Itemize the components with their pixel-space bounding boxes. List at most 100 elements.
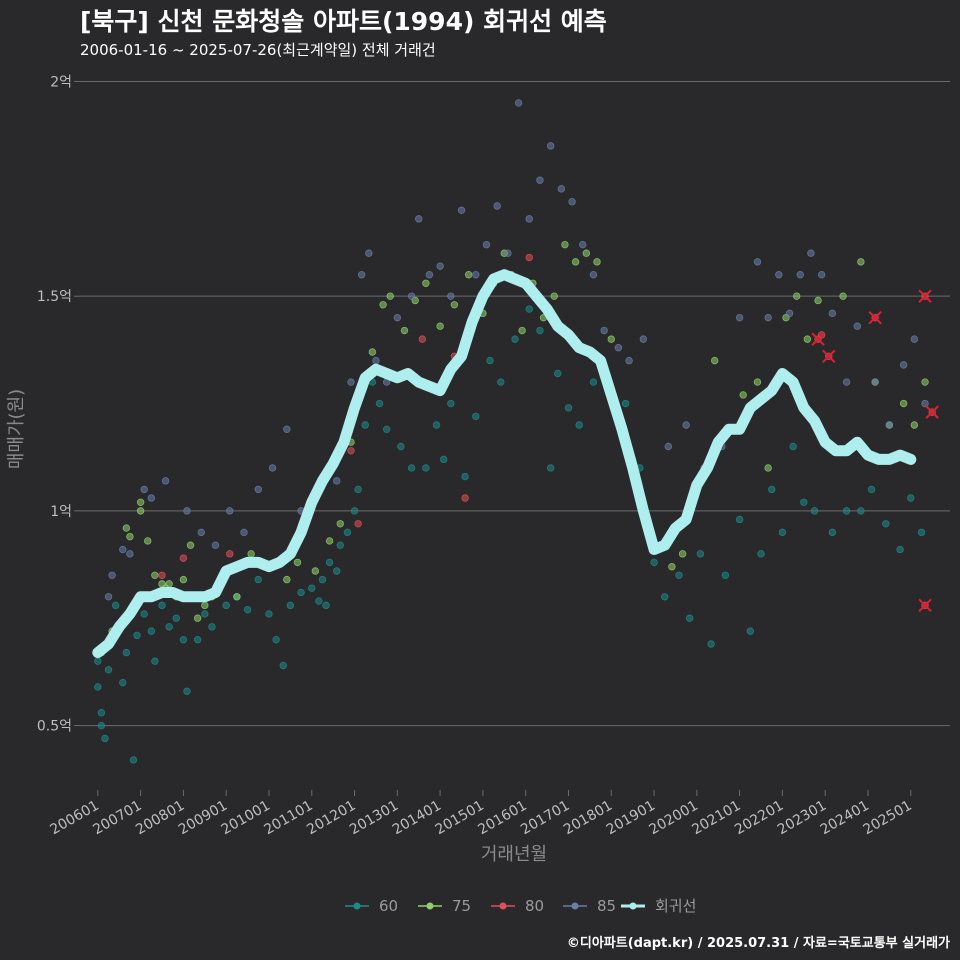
data-point-60 xyxy=(315,597,323,605)
data-point-60 xyxy=(800,498,808,506)
data-point-60 xyxy=(675,571,683,579)
outlier-marker xyxy=(822,349,836,364)
data-point-85 xyxy=(899,361,908,369)
data-point-60 xyxy=(696,550,705,558)
legend-swatch-dot xyxy=(629,902,637,910)
data-point-85 xyxy=(425,271,434,279)
data-point-75 xyxy=(518,326,526,335)
data-point-75 xyxy=(201,601,209,610)
data-point-75 xyxy=(247,550,255,558)
data-point-75 xyxy=(336,520,344,528)
data-point-60 xyxy=(407,464,416,472)
data-point-75 xyxy=(193,614,202,622)
outlier-marker xyxy=(925,405,939,419)
data-point-85 xyxy=(807,249,815,257)
data-point-60 xyxy=(375,399,384,408)
data-point-60 xyxy=(650,558,658,567)
outlier-x-stroke xyxy=(918,598,932,613)
data-point-85 xyxy=(504,249,512,257)
data-point-60 xyxy=(896,545,904,554)
data-point-60 xyxy=(119,678,127,687)
data-point-60 xyxy=(842,507,851,515)
y-tick-label: 1.5억 xyxy=(37,289,72,305)
data-point-85 xyxy=(682,421,690,429)
data-point-60 xyxy=(828,528,837,537)
data-point-75 xyxy=(126,532,134,541)
legend-item-85: 85 xyxy=(563,897,616,915)
data-point-85 xyxy=(357,271,366,279)
outlier-x-stroke xyxy=(811,332,825,346)
data-point-80 xyxy=(179,554,188,562)
data-point-85 xyxy=(753,258,762,266)
data-point-75 xyxy=(678,550,687,558)
data-point-60 xyxy=(361,421,369,429)
y-tick-label: 1억 xyxy=(50,504,72,520)
data-point-60 xyxy=(350,507,359,515)
data-point-60 xyxy=(439,455,448,464)
grid-lines xyxy=(74,80,950,796)
data-point-75 xyxy=(921,378,929,386)
data-point-75 xyxy=(136,507,145,515)
data-point-60 xyxy=(757,550,765,558)
legend-swatch-dot xyxy=(499,902,507,910)
data-point-85 xyxy=(183,507,191,515)
legend-item-80: 80 xyxy=(491,897,544,915)
data-point-60 xyxy=(867,485,876,494)
data-point-60 xyxy=(318,575,327,584)
data-point-85 xyxy=(579,240,587,249)
data-point-75 xyxy=(593,258,601,266)
data-point-75 xyxy=(422,279,430,287)
data-point-60 xyxy=(183,687,191,695)
data-point-60 xyxy=(179,636,188,644)
data-point-60 xyxy=(575,421,583,429)
y-tick-label: 0.5억 xyxy=(37,719,72,735)
legend-swatch-dot xyxy=(426,902,434,910)
data-point-85 xyxy=(254,485,262,494)
data-point-60 xyxy=(621,399,630,408)
data-point-85 xyxy=(764,313,772,322)
data-point-60 xyxy=(158,601,166,610)
data-point-60 xyxy=(525,305,533,313)
data-point-85 xyxy=(415,215,423,223)
data-point-85 xyxy=(447,292,455,300)
data-point-60 xyxy=(172,614,180,622)
data-point-60 xyxy=(111,601,120,610)
data-point-85 xyxy=(625,356,633,365)
data-point-85 xyxy=(407,292,416,300)
legend-swatch-dot xyxy=(353,902,361,910)
data-point-80 xyxy=(525,253,533,262)
data-point-60 xyxy=(564,404,573,412)
data-point-60 xyxy=(193,636,202,644)
data-point-60 xyxy=(536,326,544,335)
data-point-60 xyxy=(768,485,776,494)
y-axis-title: 매매가(원) xyxy=(6,389,27,469)
data-point-60 xyxy=(546,464,555,472)
data-point-75 xyxy=(436,322,444,330)
data-point-75 xyxy=(814,296,822,305)
data-point-85 xyxy=(525,215,533,223)
data-point-75 xyxy=(910,421,919,429)
data-point-60 xyxy=(94,683,102,691)
data-point-60 xyxy=(122,648,131,657)
data-point-60 xyxy=(94,657,102,665)
legend-label: 75 xyxy=(452,897,471,915)
data-point-60 xyxy=(735,515,744,524)
data-point-75 xyxy=(899,399,908,408)
regression-line-path xyxy=(92,269,917,659)
data-point-75 xyxy=(607,335,615,343)
data-point-85 xyxy=(842,378,851,386)
data-point-85 xyxy=(536,176,544,184)
data-point-85 xyxy=(910,335,919,343)
data-point-60 xyxy=(707,640,715,648)
data-point-60 xyxy=(286,601,295,610)
data-point-85 xyxy=(557,185,566,193)
data-point-60 xyxy=(333,567,341,575)
data-point-85 xyxy=(568,198,576,206)
data-point-85 xyxy=(240,528,248,537)
data-point-85 xyxy=(514,99,523,107)
data-point-85 xyxy=(393,313,402,322)
data-point-60 xyxy=(354,485,362,494)
data-point-60 xyxy=(472,412,480,421)
data-point-60 xyxy=(589,378,598,386)
